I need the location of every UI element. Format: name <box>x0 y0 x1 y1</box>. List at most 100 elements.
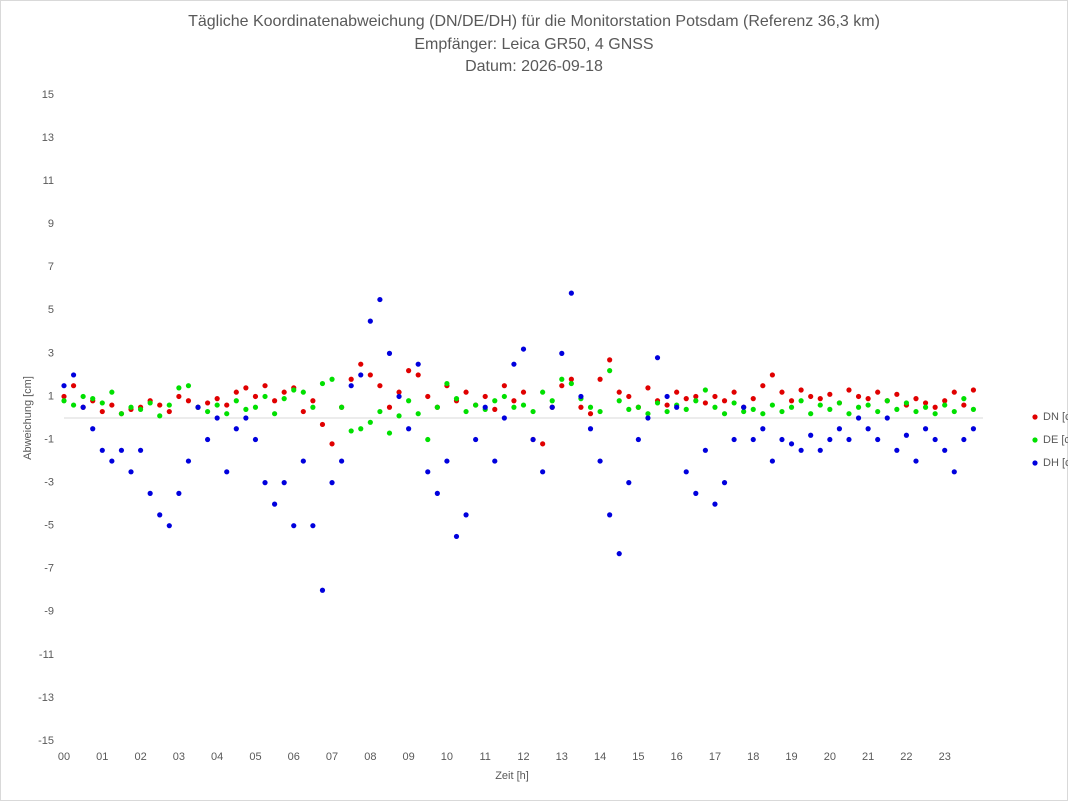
point <box>808 393 814 400</box>
y-tick-label: 9 <box>48 218 54 230</box>
point <box>760 411 766 417</box>
point <box>166 523 172 529</box>
point <box>70 383 77 389</box>
x-tick-label: 13 <box>556 751 568 763</box>
point <box>702 447 708 453</box>
point <box>233 398 239 404</box>
x-axis-label: Zeit [h] <box>495 770 529 782</box>
point <box>61 393 67 400</box>
y-tick-label: 13 <box>42 132 54 144</box>
x-tick-label: 17 <box>709 751 721 763</box>
point <box>99 447 105 453</box>
point <box>185 458 192 464</box>
point <box>339 458 345 464</box>
point <box>511 404 517 410</box>
point <box>836 400 843 406</box>
point <box>760 383 766 389</box>
point <box>473 436 479 443</box>
y-tick-label: 3 <box>48 347 54 359</box>
legend-label: DE [cm] <box>1043 434 1068 446</box>
point <box>894 447 900 453</box>
x-tick-label: 02 <box>134 751 146 763</box>
point <box>587 411 594 417</box>
point <box>482 393 488 400</box>
point <box>157 402 163 408</box>
point <box>80 404 86 410</box>
point <box>549 398 555 404</box>
point <box>645 411 651 417</box>
point <box>568 376 574 382</box>
point <box>252 436 259 443</box>
y-tick-label: 15 <box>42 89 54 101</box>
point <box>970 426 977 432</box>
point <box>779 389 785 395</box>
point <box>377 408 383 415</box>
point <box>61 398 67 404</box>
point <box>386 350 393 356</box>
point <box>463 408 469 415</box>
point <box>300 408 306 415</box>
point <box>348 428 354 434</box>
point <box>492 458 498 464</box>
point <box>607 368 613 374</box>
point <box>339 404 345 410</box>
point <box>386 404 393 410</box>
point <box>482 404 488 410</box>
x-tick-label: 10 <box>441 751 453 763</box>
point <box>501 393 507 400</box>
point <box>377 383 383 389</box>
point <box>702 400 708 406</box>
point <box>922 426 929 432</box>
point <box>530 436 536 443</box>
point <box>329 376 335 382</box>
point <box>453 533 460 540</box>
point <box>741 408 747 415</box>
y-tick-label: 7 <box>48 261 54 273</box>
point <box>769 402 775 408</box>
point <box>118 447 125 453</box>
point <box>530 408 536 415</box>
point <box>769 372 775 378</box>
point <box>166 402 172 408</box>
point <box>204 436 211 443</box>
point <box>865 402 871 408</box>
x-tick-label: 04 <box>211 751 223 763</box>
legend-label: DH [cm] <box>1043 457 1068 469</box>
point <box>185 398 192 404</box>
point <box>118 411 125 417</box>
point <box>683 469 689 475</box>
point <box>233 426 239 432</box>
point <box>262 393 268 400</box>
y-tick-label: 1 <box>48 390 54 402</box>
legend-label: DN [cm] <box>1043 411 1068 423</box>
point <box>817 447 823 453</box>
y-tick-label: -9 <box>44 606 54 618</box>
point <box>243 406 249 412</box>
point <box>61 383 67 389</box>
point <box>741 404 747 410</box>
point <box>693 490 699 496</box>
chart-subtitle: Empfänger: Leica GR50, 4 GNSS <box>414 36 653 53</box>
point <box>348 376 354 382</box>
point <box>367 318 373 324</box>
point <box>951 389 957 395</box>
point <box>386 430 393 436</box>
legend-marker <box>1032 460 1038 466</box>
point <box>204 408 211 415</box>
point <box>788 398 795 404</box>
point <box>109 389 115 395</box>
point <box>903 400 910 406</box>
point <box>224 411 230 417</box>
point <box>520 402 527 408</box>
point <box>329 480 335 486</box>
point <box>865 396 871 402</box>
point <box>463 512 469 518</box>
point <box>587 426 594 432</box>
point <box>319 421 326 428</box>
point <box>645 415 651 421</box>
legend-marker <box>1032 437 1038 443</box>
x-tick-label: 15 <box>632 751 644 763</box>
point <box>281 389 287 395</box>
point <box>425 436 431 443</box>
x-tick-label: 00 <box>58 751 70 763</box>
